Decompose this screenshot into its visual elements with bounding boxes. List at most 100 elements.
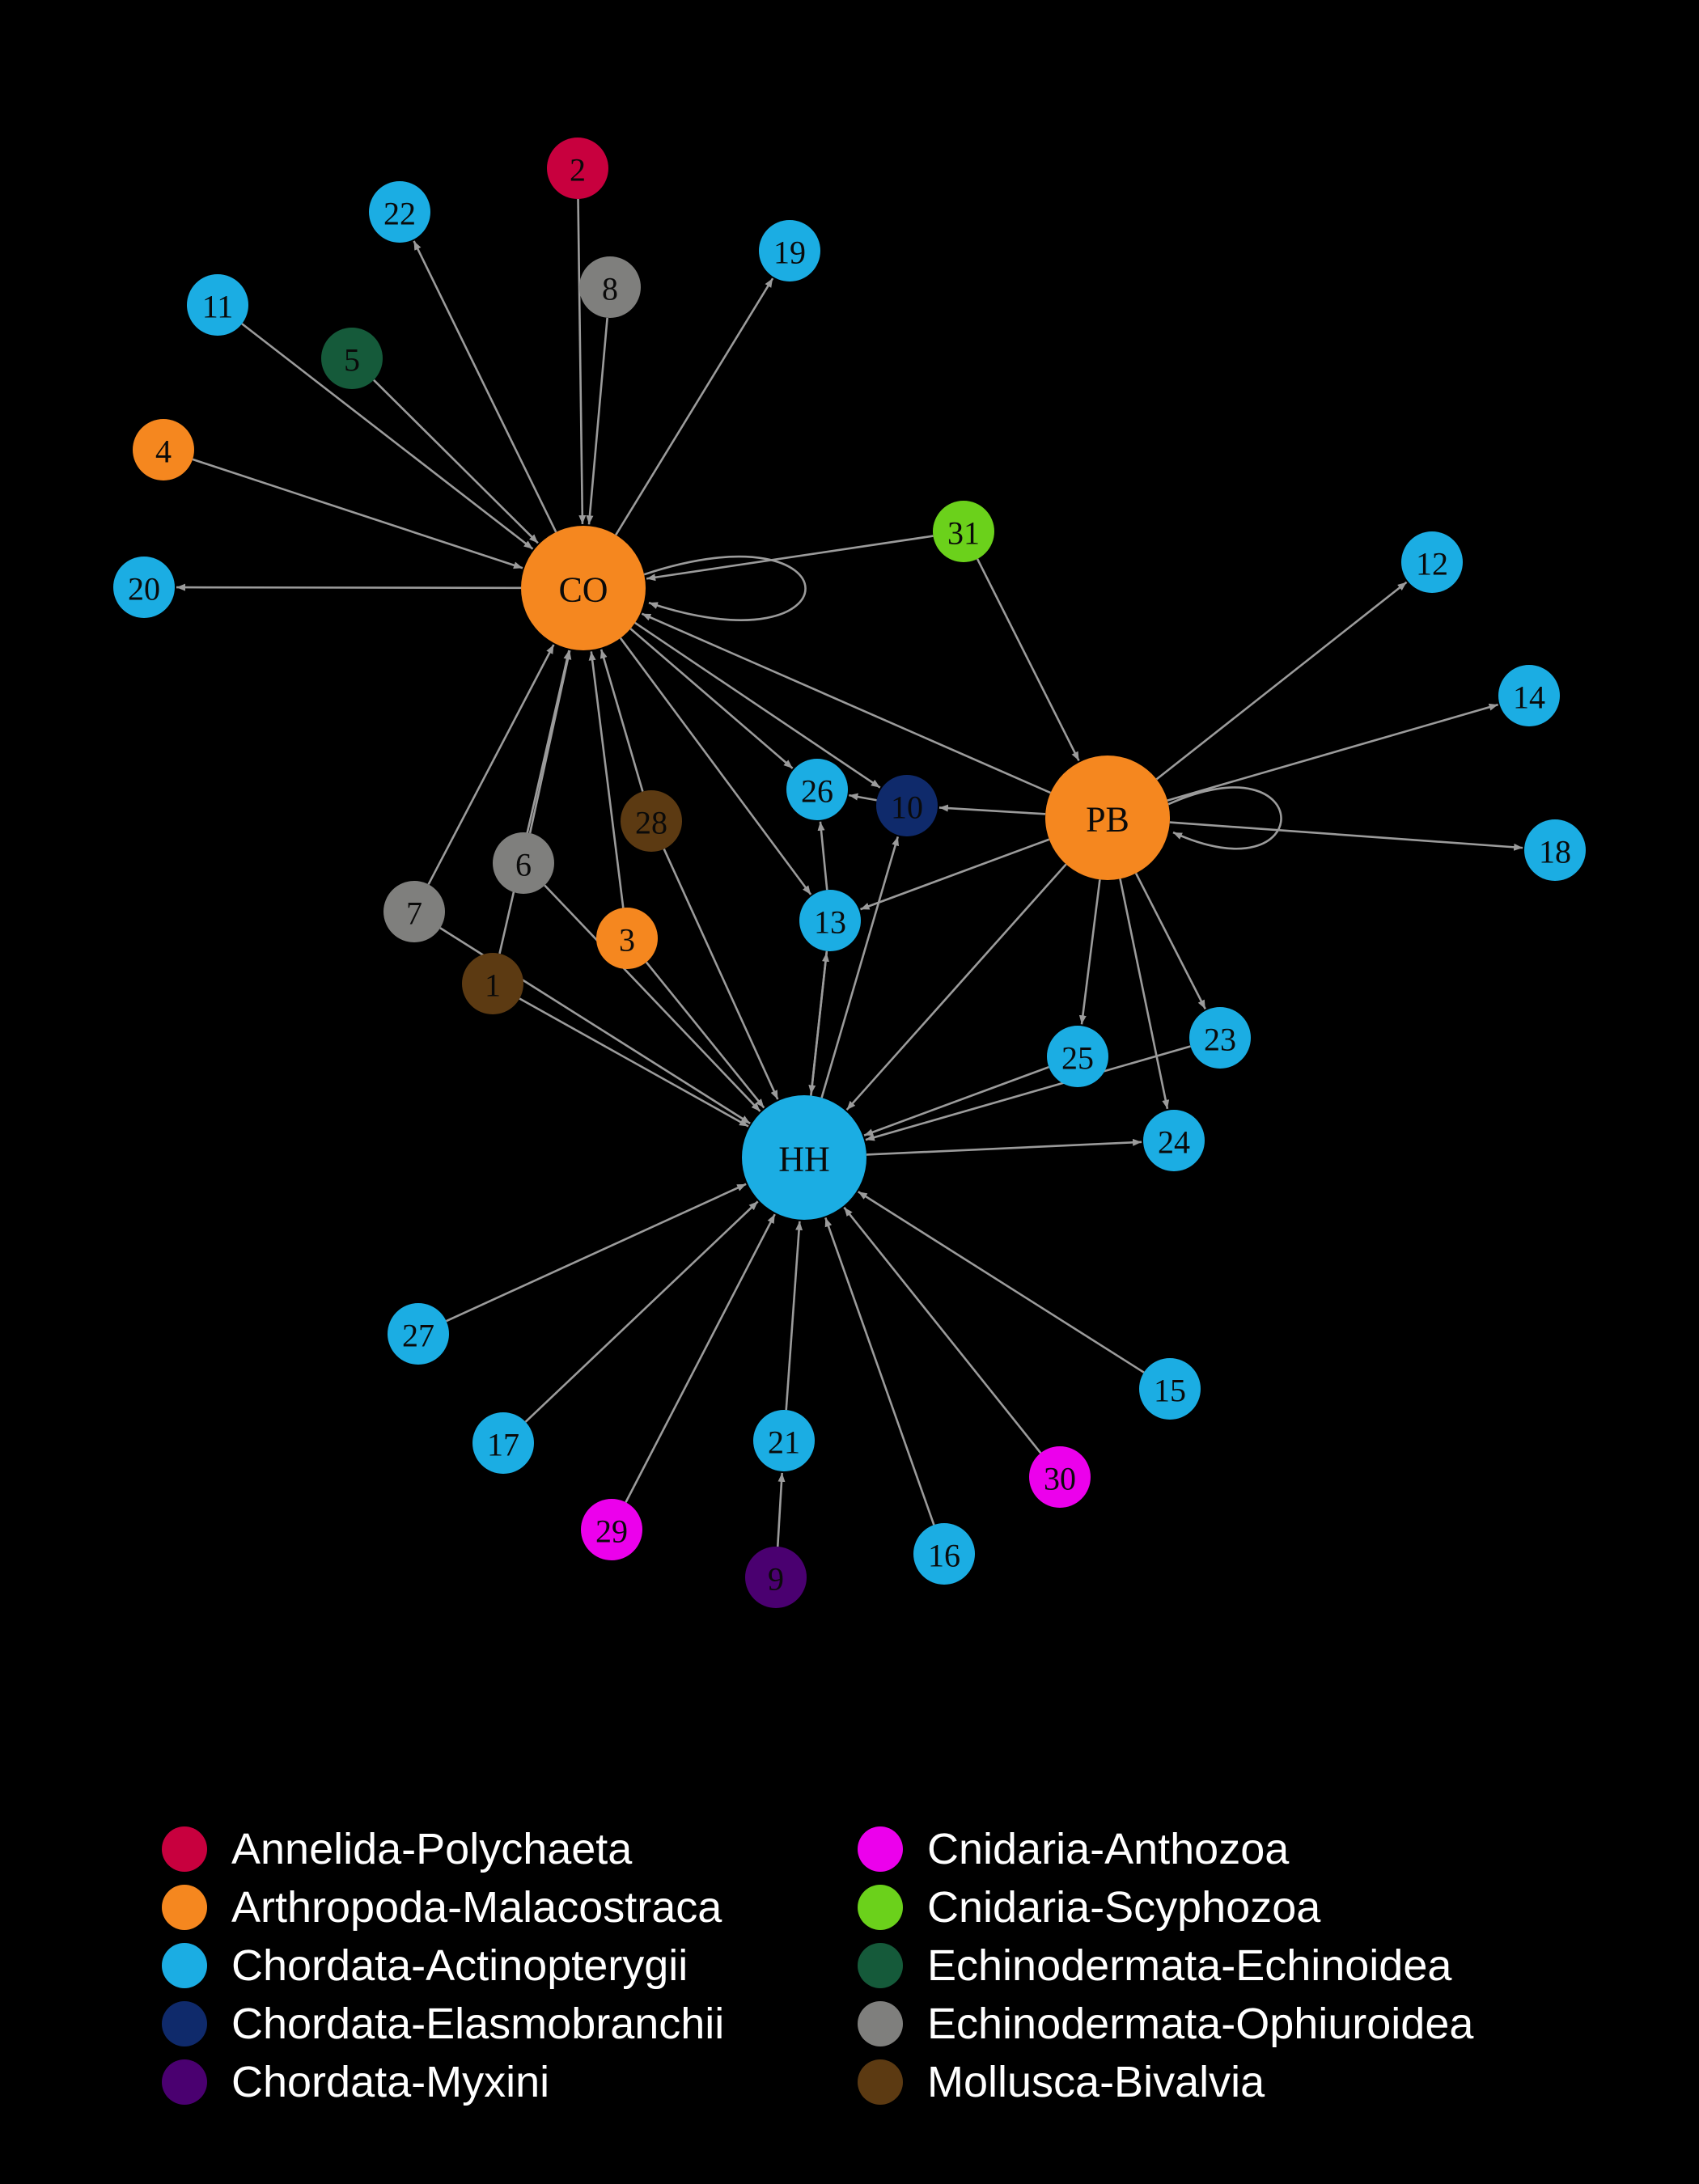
node-label: 15 bbox=[1154, 1373, 1186, 1409]
edge-29-to-HH bbox=[625, 1213, 776, 1503]
node-circle bbox=[1524, 819, 1586, 881]
node-circle bbox=[133, 419, 194, 480]
node-label: CO bbox=[558, 570, 608, 610]
edge-CO-to-20 bbox=[176, 583, 522, 591]
node-label: PB bbox=[1086, 800, 1129, 840]
legend-swatch bbox=[858, 1826, 903, 1872]
legend-label: Arthropoda-Malacostraca bbox=[231, 1883, 722, 1932]
edge-HH-to-24 bbox=[866, 1138, 1142, 1156]
node-HH: HH bbox=[742, 1095, 866, 1220]
legend-label: Annelida-Polychaeta bbox=[231, 1825, 633, 1873]
node-label: 13 bbox=[814, 904, 846, 941]
edge-2-to-CO bbox=[577, 198, 587, 525]
legend-label: Mollusca-Bivalvia bbox=[927, 2058, 1265, 2106]
node-circle bbox=[369, 181, 430, 243]
edge-17-to-HH bbox=[524, 1200, 759, 1423]
node-label: 21 bbox=[768, 1424, 800, 1461]
node-19: 19 bbox=[759, 220, 820, 281]
edge-3-to-HH bbox=[645, 961, 765, 1109]
edge-PB-to-10 bbox=[938, 804, 1046, 815]
node-circle bbox=[742, 1095, 866, 1220]
node-15: 15 bbox=[1139, 1358, 1201, 1420]
node-circle bbox=[1498, 665, 1560, 726]
edge-PB-to-18 bbox=[1169, 821, 1523, 851]
legend-swatch bbox=[858, 1885, 903, 1930]
legend-item: Chordata-Myxini bbox=[162, 2053, 858, 2111]
edge-28-to-CO bbox=[600, 649, 644, 792]
edge-23-to-HH bbox=[865, 1045, 1191, 1141]
node-label: 5 bbox=[344, 342, 360, 379]
edge-11-to-CO bbox=[241, 323, 534, 550]
node-circle bbox=[1045, 756, 1170, 880]
node-circle bbox=[187, 274, 248, 336]
node-label: HH bbox=[778, 1140, 830, 1179]
node-circle bbox=[1047, 1026, 1108, 1087]
edge-21-to-HH bbox=[785, 1221, 803, 1411]
node-label: 19 bbox=[773, 235, 806, 271]
node-label: 18 bbox=[1539, 834, 1571, 870]
node-7: 7 bbox=[383, 881, 445, 942]
node-circle bbox=[113, 557, 175, 618]
node-18: 18 bbox=[1524, 819, 1586, 881]
edge-15-to-HH bbox=[858, 1191, 1145, 1373]
legend-item: Cnidaria-Scyphozoa bbox=[858, 1878, 1553, 1936]
node-PB: PB bbox=[1045, 756, 1170, 880]
node-circle bbox=[388, 1303, 449, 1365]
edge-PB-to-14 bbox=[1167, 703, 1498, 802]
node-circle bbox=[753, 1410, 815, 1471]
edge-CO-to-10 bbox=[634, 621, 881, 789]
node-circle bbox=[1029, 1446, 1091, 1508]
node-label: 24 bbox=[1158, 1124, 1190, 1161]
edge-CO-to-22 bbox=[413, 240, 557, 533]
node-label: 30 bbox=[1044, 1461, 1076, 1497]
node-circle bbox=[621, 790, 682, 852]
edge-PB-to-24 bbox=[1119, 878, 1170, 1110]
legend-label: Chordata-Elasmobranchii bbox=[231, 2000, 725, 2048]
node-circle bbox=[581, 1499, 642, 1560]
edge-5-to-CO bbox=[373, 379, 539, 544]
node-circle bbox=[799, 890, 861, 951]
node-2: 2 bbox=[547, 138, 608, 199]
node-circle bbox=[596, 908, 658, 969]
legend-label: Cnidaria-Anthozoa bbox=[927, 1825, 1290, 1873]
node-23: 23 bbox=[1189, 1007, 1251, 1069]
edge-PB-to-25 bbox=[1078, 879, 1101, 1025]
legend-swatch bbox=[858, 2001, 903, 2046]
node-22: 22 bbox=[369, 181, 430, 243]
legend-item: Chordata-Elasmobranchii bbox=[162, 1995, 858, 2053]
node-circle bbox=[913, 1523, 975, 1585]
edge-HH-to-10 bbox=[820, 836, 900, 1098]
node-circle bbox=[462, 953, 523, 1014]
edge-10-to-26 bbox=[849, 793, 877, 802]
node-label: 12 bbox=[1416, 546, 1448, 582]
node-circle bbox=[472, 1412, 534, 1474]
node-label: 22 bbox=[383, 196, 416, 232]
node-24: 24 bbox=[1143, 1110, 1205, 1171]
node-circle bbox=[493, 832, 554, 894]
node-9: 9 bbox=[745, 1547, 807, 1608]
edge-27-to-HH bbox=[446, 1183, 747, 1323]
node-5: 5 bbox=[321, 328, 383, 389]
nodes-layer: COPBHH1234567891011121314151617181920212… bbox=[113, 138, 1586, 1608]
node-27: 27 bbox=[388, 1303, 449, 1365]
node-label: 1 bbox=[485, 967, 501, 1004]
edge-8-to-CO bbox=[586, 317, 608, 525]
edge-30-to-HH bbox=[843, 1206, 1042, 1454]
network-diagram: COPBHH1234567891011121314151617181920212… bbox=[113, 138, 1586, 1608]
node-label: 27 bbox=[402, 1318, 434, 1354]
node-label: 17 bbox=[487, 1427, 519, 1463]
edge-CO-to-19 bbox=[615, 277, 774, 535]
node-12: 12 bbox=[1401, 531, 1463, 593]
edges-layer bbox=[176, 198, 1523, 1547]
legend-item: Arthropoda-Malacostraca bbox=[162, 1878, 858, 1936]
legend-item: Mollusca-Bivalvia bbox=[858, 2053, 1553, 2111]
edge-PB-to-13 bbox=[860, 838, 1050, 911]
node-label: 20 bbox=[128, 571, 160, 607]
edge-13-to-HH bbox=[808, 950, 828, 1094]
legend-swatch bbox=[162, 1885, 207, 1930]
node-circle bbox=[1139, 1358, 1201, 1420]
self-loop-CO bbox=[643, 555, 807, 621]
node-30: 30 bbox=[1029, 1446, 1091, 1508]
edge-1-to-HH bbox=[519, 997, 749, 1128]
node-29: 29 bbox=[581, 1499, 642, 1560]
